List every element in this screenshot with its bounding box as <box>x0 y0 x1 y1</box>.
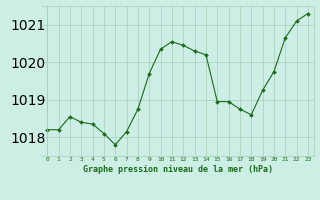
X-axis label: Graphe pression niveau de la mer (hPa): Graphe pression niveau de la mer (hPa) <box>83 165 273 174</box>
